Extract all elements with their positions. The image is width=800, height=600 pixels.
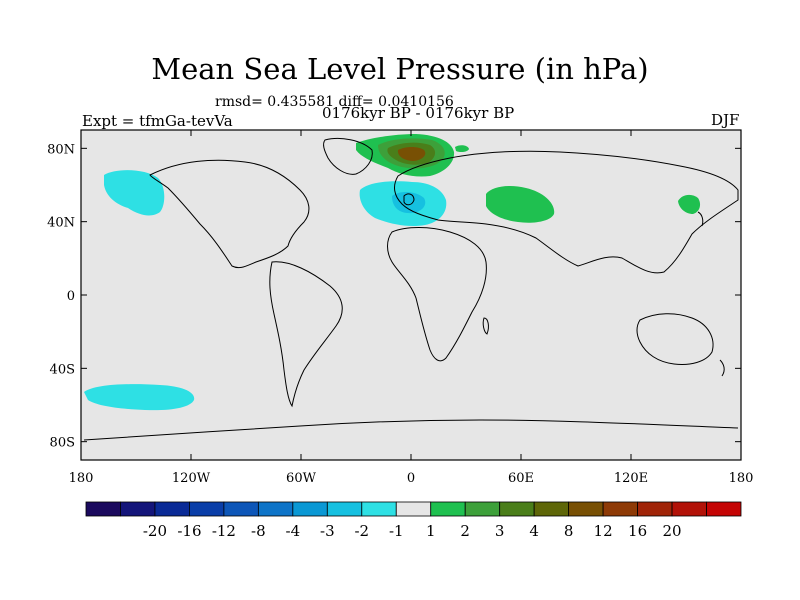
colorbar-swatch	[257, 501, 294, 517]
colorbar-swatch	[533, 501, 570, 517]
colorbar-swatch	[85, 501, 121, 517]
colorbar-swatch	[499, 501, 535, 517]
season-label: DJF	[711, 111, 740, 129]
colorbar-swatch	[361, 501, 397, 517]
new-zealand-coast	[719, 359, 725, 377]
colorbar-label: 12	[594, 522, 613, 540]
latitude-labels: 80N 40N 0 40S 80S	[47, 142, 75, 450]
colorbar-swatch	[568, 501, 604, 517]
period-label: 0176kyr BP - 0176kyr BP	[322, 104, 515, 122]
colorbar-swatch	[464, 501, 501, 517]
east-asia-high	[678, 194, 701, 214]
colorbar-swatch	[120, 501, 156, 517]
experiment-label: Expt = tfmGa-tevVa	[82, 112, 233, 130]
north-atlantic-low-core	[392, 192, 426, 214]
colorbar	[85, 501, 742, 517]
colorbar-swatch	[223, 501, 259, 517]
australia-coast	[636, 313, 714, 365]
colorbar-swatch	[189, 501, 225, 517]
great-britain-coast	[403, 193, 415, 206]
colorbar-label: -1	[389, 522, 404, 540]
colorbar-swatch	[395, 501, 432, 517]
africa-coast	[387, 227, 487, 362]
lat-tick-label: 80N	[47, 142, 75, 157]
lat-tick-label: 40S	[50, 362, 75, 377]
lon-tick-label: 180	[729, 471, 754, 486]
colorbar-swatch	[292, 501, 328, 517]
south-america-coast	[269, 261, 343, 408]
arctic-high-satellite	[455, 145, 469, 153]
colorbar-label: 16	[628, 522, 647, 540]
coastlines	[83, 137, 739, 441]
colorbar-swatch	[602, 501, 638, 517]
eurasia-coast	[394, 150, 739, 274]
japan-coast	[697, 211, 704, 227]
colorbar-swatch	[430, 501, 466, 517]
lon-tick-label: 60W	[286, 471, 317, 486]
colorbar-label: 1	[426, 522, 436, 540]
anomaly-layer	[84, 134, 701, 411]
south-pacific-low	[84, 384, 195, 411]
colorbar-labels: -20 -16 -12 -8 -4 -3 -2 -1 1 2 3 4 8 12 16 20	[143, 522, 682, 540]
eurasia-high	[486, 186, 555, 223]
north-pacific-low	[104, 170, 165, 216]
lat-tick-label: 80S	[50, 436, 75, 451]
colorbar-swatch	[326, 501, 363, 517]
colorbar-label: -3	[320, 522, 335, 540]
lon-tick-label: 120W	[172, 471, 211, 486]
colorbar-swatch	[154, 501, 190, 517]
colorbar-label: 8	[564, 522, 574, 540]
colorbar-swatch	[671, 501, 707, 517]
colorbar-swatch	[706, 501, 742, 517]
madagascar-coast	[482, 317, 489, 335]
lon-tick-label: 120E	[614, 471, 648, 486]
colorbar-swatch	[637, 501, 673, 517]
colorbar-label: -20	[143, 522, 167, 540]
colorbar-label: 3	[495, 522, 505, 540]
colorbar-label: -12	[212, 522, 236, 540]
colorbar-label: -2	[354, 522, 369, 540]
greenland-coast	[323, 137, 373, 175]
north-america-coast	[149, 159, 310, 269]
map-title: Mean Sea Level Pressure (in hPa)	[151, 52, 649, 86]
colorbar-label: 20	[663, 522, 682, 540]
rmsd-subtitle: rmsd= 0.435581 diff= 0.0410156	[215, 94, 454, 110]
lat-tick-label: 0	[67, 289, 75, 304]
map-background	[81, 130, 741, 460]
colorbar-label: -4	[286, 522, 301, 540]
lon-tick-label: 180	[69, 471, 94, 486]
arctic-high-core	[397, 147, 426, 161]
longitude-labels: 180 120W 60W 0 60E 120E 180	[69, 471, 754, 486]
lon-tick-label: 0	[407, 471, 415, 486]
antarctica-coast	[83, 419, 739, 441]
colorbar-label: -8	[251, 522, 266, 540]
colorbar-label: -16	[177, 522, 201, 540]
lon-tick-label: 60E	[508, 471, 534, 486]
axis-ticks	[80, 130, 742, 460]
colorbar-label: 4	[529, 522, 539, 540]
colorbar-label: 2	[460, 522, 470, 540]
lat-tick-label: 40N	[47, 216, 75, 231]
